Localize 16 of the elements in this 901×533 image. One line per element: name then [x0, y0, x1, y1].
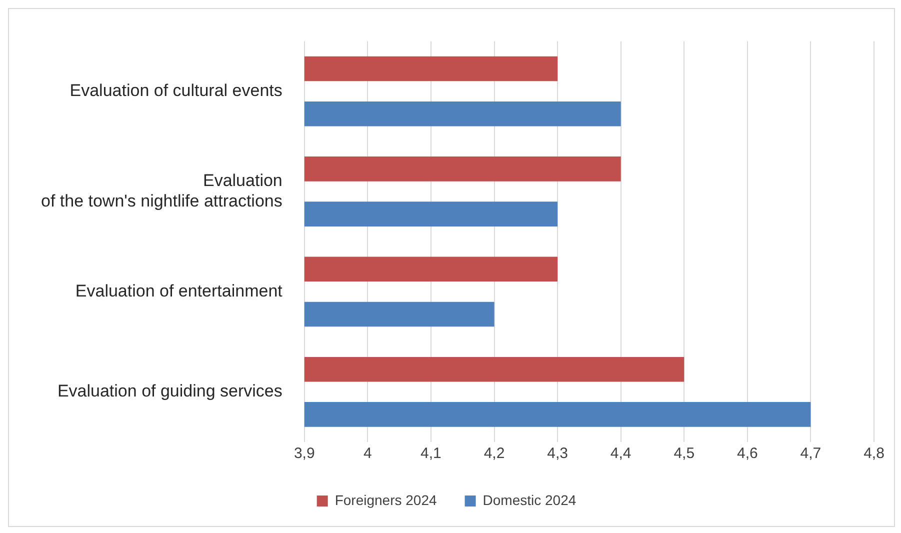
x-tick-label: 3,9 — [294, 445, 315, 462]
x-tick-label: 4,4 — [610, 445, 632, 462]
y-tick-label: Evaluation of entertainment — [75, 281, 283, 300]
x-tick-label: 4,6 — [736, 445, 758, 462]
x-tick-label: 4,7 — [800, 445, 822, 462]
y-tick-label: Evaluation of the town's nightlife attractions — [40, 170, 282, 210]
x-tick-label: 4,1 — [420, 445, 442, 462]
legend-label: Domestic 2024 — [482, 492, 576, 508]
x-tick-label: 4,8 — [864, 445, 884, 462]
y-tick-label: Evaluation of guiding services — [57, 382, 282, 401]
x-tick-label: 4 — [364, 445, 372, 462]
x-tick-label: 4,2 — [484, 445, 505, 462]
y-tick-label: Evaluation of cultural events — [70, 80, 282, 100]
x-tick-label: 4,5 — [674, 445, 695, 462]
x-tick-label: 4,3 — [547, 445, 568, 462]
legend-label: Foreigners 2024 — [334, 492, 437, 508]
